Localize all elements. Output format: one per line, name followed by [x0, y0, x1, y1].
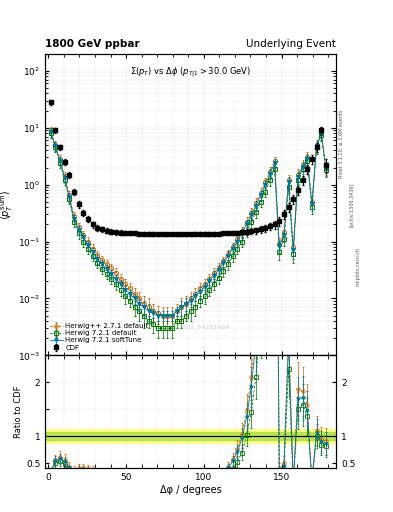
- Bar: [45, 433, 336, 440]
- X-axis label: Δφ / degrees: Δφ / degrees: [160, 485, 222, 495]
- Y-axis label: $\langle p_T^{\rm sum}\rangle$: $\langle p_T^{\rm sum}\rangle$: [0, 189, 15, 220]
- Bar: [45, 429, 336, 443]
- Text: CDF_2001_S4251469: CDF_2001_S4251469: [163, 324, 230, 330]
- Legend: Herwig++ 2.7.1 default, Herwig 7.2.1 default, Herwig 7.2.1 softTune, CDF: Herwig++ 2.7.1 default, Herwig 7.2.1 def…: [49, 322, 150, 352]
- Text: mcplots.cern.ch: mcplots.cern.ch: [356, 247, 361, 286]
- Text: [arXiv:1306.3436]: [arXiv:1306.3436]: [349, 183, 354, 227]
- Text: $\Sigma(p_T)$ vs $\Delta\phi$ $(p_{T|1} > 30.0$ GeV): $\Sigma(p_T)$ vs $\Delta\phi$ $(p_{T|1} …: [130, 66, 251, 80]
- Text: Underlying Event: Underlying Event: [246, 38, 336, 49]
- Y-axis label: Ratio to CDF: Ratio to CDF: [14, 386, 23, 438]
- Text: Rivet 3.1.10; ≥ 2.6M events: Rivet 3.1.10; ≥ 2.6M events: [339, 109, 344, 178]
- Text: 1800 GeV ppbar: 1800 GeV ppbar: [45, 38, 140, 49]
